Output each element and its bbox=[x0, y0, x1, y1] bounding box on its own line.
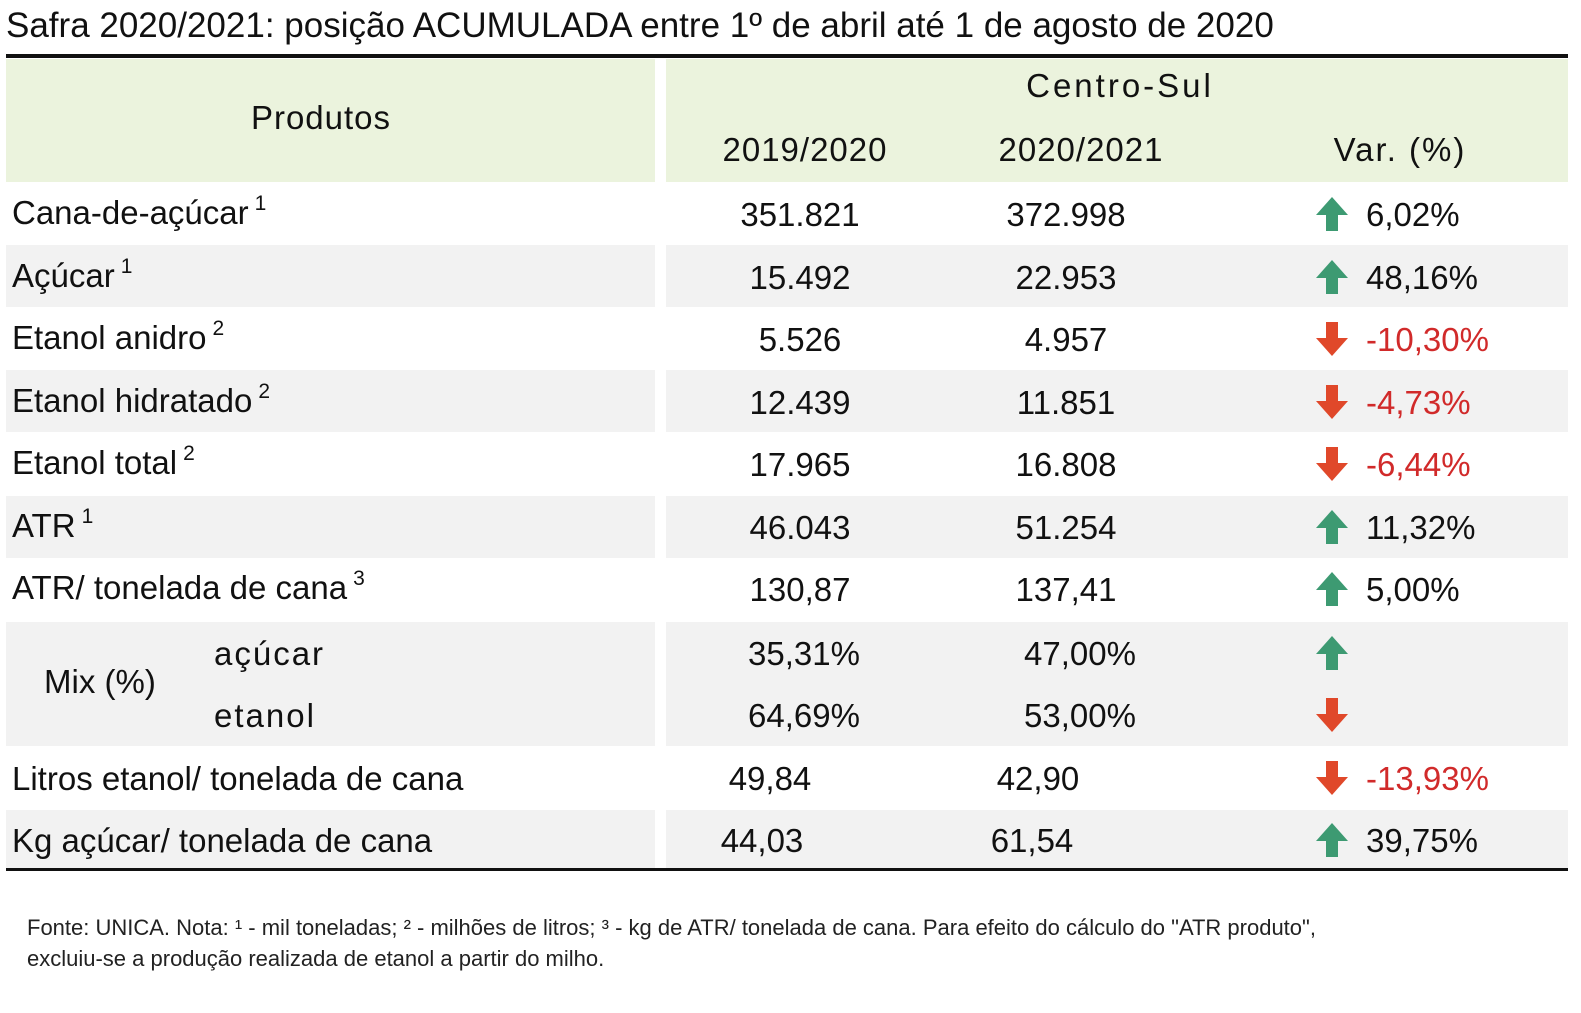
arrow-up-icon bbox=[1316, 260, 1348, 294]
value-2020: 16.808 bbox=[1015, 446, 1117, 483]
row-band bbox=[666, 810, 1568, 868]
arrow-up-icon bbox=[1316, 823, 1348, 857]
arrow-down-icon bbox=[1316, 322, 1348, 356]
value-2020: 11.851 bbox=[1016, 384, 1116, 421]
arrow-down-icon bbox=[1316, 447, 1348, 481]
row-band bbox=[666, 496, 1568, 558]
arrow-down-icon bbox=[1316, 698, 1348, 732]
mix-etanol-2019: 64,69% bbox=[748, 697, 860, 734]
arrow-up-icon bbox=[1316, 572, 1348, 606]
top-rule bbox=[6, 54, 1568, 58]
mix-etanol-2020: 53,00% bbox=[1024, 697, 1136, 734]
footnote-line: excluiu-se a produção realizada de etano… bbox=[27, 946, 605, 971]
header-produtos: Produtos bbox=[250, 99, 392, 136]
row-label: ATR/ tonelada de cana 3 bbox=[12, 567, 365, 606]
value-2019: 44,03 bbox=[720, 822, 804, 859]
row-band bbox=[6, 245, 655, 307]
row-label: Kg açúcar/ tonelada de cana bbox=[12, 822, 433, 859]
row-label: Litros etanol/ tonelada de cana bbox=[12, 760, 464, 797]
value-2020: 22.953 bbox=[1015, 259, 1117, 296]
footnote: Fonte: UNICA. Nota: ¹ - mil toneladas; ²… bbox=[27, 912, 1316, 974]
variation: 11,32% bbox=[1366, 509, 1476, 546]
row-band bbox=[6, 496, 655, 558]
header-col-2020: 2020/2021 bbox=[998, 131, 1164, 168]
row-band bbox=[666, 245, 1568, 307]
value-2020: 4.957 bbox=[1024, 321, 1108, 358]
value-2020: 372.998 bbox=[1006, 196, 1126, 233]
mix-acucar-label: açúcar bbox=[214, 635, 326, 672]
row-band bbox=[666, 370, 1568, 432]
row-band-mix bbox=[666, 622, 1568, 746]
variation: -13,93% bbox=[1366, 760, 1489, 797]
arrow-up-icon bbox=[1316, 636, 1348, 670]
variation: -6,44% bbox=[1366, 446, 1471, 483]
row-band bbox=[6, 810, 655, 868]
value-2019: 46.043 bbox=[749, 509, 851, 546]
row-band-mix bbox=[6, 622, 655, 746]
variation: 48,16% bbox=[1366, 259, 1478, 296]
header-region: Centro-Sul bbox=[1026, 67, 1214, 104]
header-col-2019: 2019/2020 bbox=[722, 131, 888, 168]
arrow-down-icon bbox=[1316, 385, 1348, 419]
variation: 6,02% bbox=[1366, 196, 1460, 233]
variation: -4,73% bbox=[1366, 384, 1471, 421]
header-band-right bbox=[666, 59, 1568, 182]
value-2019: 5.526 bbox=[758, 321, 842, 358]
header-col-var: Var. (%) bbox=[1333, 131, 1467, 168]
value-2019: 17.965 bbox=[749, 446, 851, 483]
row-band bbox=[6, 370, 655, 432]
variation: 39,75% bbox=[1366, 822, 1478, 859]
mix-etanol-label: etanol bbox=[214, 697, 316, 734]
value-2019: 351.821 bbox=[740, 196, 860, 233]
value-2020: 42,90 bbox=[996, 760, 1080, 797]
header-band-left bbox=[6, 59, 655, 182]
value-2019: 130,87 bbox=[749, 571, 851, 608]
row-label: Etanol anidro 2 bbox=[12, 317, 225, 356]
row-label: Etanol total 2 bbox=[12, 442, 195, 481]
value-2020: 61,54 bbox=[990, 822, 1074, 859]
variation: 5,00% bbox=[1366, 571, 1460, 608]
row-label: ATR 1 bbox=[12, 505, 94, 544]
variation: -10,30% bbox=[1366, 321, 1489, 358]
mix-acucar-2020: 47,00% bbox=[1024, 635, 1136, 672]
value-2019: 49,84 bbox=[728, 760, 812, 797]
arrow-up-icon bbox=[1316, 197, 1348, 231]
value-2019: 12.439 bbox=[749, 384, 851, 421]
page-title: Safra 2020/2021: posição ACUMULADA entre… bbox=[6, 6, 1274, 45]
footnote-line: Fonte: UNICA. Nota: ¹ - mil toneladas; ²… bbox=[27, 915, 1316, 940]
value-2020: 51.254 bbox=[1015, 509, 1117, 546]
value-2019: 15.492 bbox=[749, 259, 851, 296]
arrow-down-icon bbox=[1316, 761, 1348, 795]
arrow-up-icon bbox=[1316, 510, 1348, 544]
mix-acucar-2019: 35,31% bbox=[748, 635, 860, 672]
row-label: Etanol hidratado 2 bbox=[12, 380, 271, 419]
value-2020: 137,41 bbox=[1015, 571, 1117, 608]
mix-label: Mix (%) bbox=[44, 663, 156, 700]
row-label: Açúcar 1 bbox=[12, 255, 133, 294]
bottom-rule bbox=[6, 868, 1568, 871]
row-label: Cana-de-açúcar 1 bbox=[12, 192, 267, 231]
